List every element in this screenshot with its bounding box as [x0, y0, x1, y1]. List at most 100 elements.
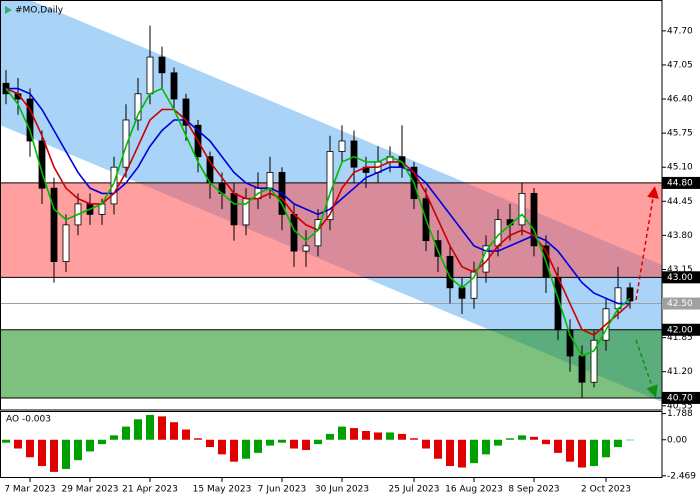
ao-bar: [446, 439, 454, 467]
ao-bar: [230, 439, 238, 462]
candle-body: [518, 193, 526, 226]
candle-body: [626, 287, 634, 302]
x-tick-label: 2 Oct 2023: [581, 485, 631, 495]
down-arrow: [635, 339, 658, 398]
candle-body: [170, 72, 178, 100]
ao-bar: [218, 439, 226, 455]
candle-body: [590, 339, 598, 383]
candle-body: [182, 98, 190, 126]
candle-body: [458, 287, 466, 299]
ao-bar: [602, 439, 610, 458]
ao-bar: [134, 419, 142, 440]
ao-bar: [2, 439, 10, 443]
candle-body: [50, 187, 58, 262]
ao-bar: [194, 438, 202, 440]
ao-bar: [50, 439, 58, 472]
ao-bar: [14, 439, 22, 449]
y-tick-label: 45.10: [667, 163, 693, 173]
candle-body: [338, 140, 346, 152]
candle-body: [350, 140, 358, 168]
x-tick-label: 29 Mar 2023: [61, 485, 118, 495]
level-label: 42.00: [667, 325, 693, 335]
candle-body: [302, 245, 310, 252]
up-arrow: [635, 186, 659, 301]
ao-bar: [266, 439, 274, 446]
level-box: [662, 176, 700, 189]
ao-bar: [338, 426, 346, 440]
chart-title: #MO,Daily: [15, 6, 64, 16]
y-tick-label: 45.75: [667, 129, 693, 139]
ao-frame: [0, 411, 663, 478]
level-box: [662, 323, 700, 336]
ao-bar: [626, 439, 634, 441]
level-box: [662, 271, 700, 284]
ao-bar: [110, 435, 118, 440]
ao-bar: [518, 435, 526, 440]
ao-bar: [374, 432, 382, 440]
candle-body: [614, 287, 622, 310]
ao-bar: [470, 439, 478, 464]
ao-bar: [494, 439, 502, 446]
y-tick-label: 41.85: [667, 333, 693, 343]
ao-bar: [254, 439, 262, 453]
level-label: 43.00: [667, 273, 693, 283]
ao-bar: [542, 439, 550, 445]
level-box: [662, 391, 700, 404]
x-tick-label: 25 Jul 2023: [389, 485, 440, 495]
ao-bar: [98, 439, 106, 445]
candle-body: [266, 172, 274, 189]
ao-bar: [278, 439, 286, 443]
y-tick-label: 41.20: [667, 367, 693, 377]
ao-bar: [74, 439, 82, 461]
ao-bar: [362, 430, 370, 440]
candle-body: [110, 166, 118, 205]
y-tick-label: 43.80: [667, 231, 693, 241]
ao-bar: [86, 439, 94, 452]
ao-bar: [26, 439, 34, 458]
ao-bar: [458, 439, 466, 468]
ao-bar: [290, 439, 298, 449]
candle-body: [134, 93, 142, 121]
y-tick-label: 43.15: [667, 265, 693, 275]
x-tick-label: 15 May 2023: [193, 485, 252, 495]
ao-bar: [314, 439, 322, 445]
x-tick-label: 21 Apr 2023: [122, 485, 178, 495]
candle-body: [434, 240, 442, 257]
candle-body: [122, 119, 130, 168]
level-box: [662, 297, 700, 310]
ao-bar: [38, 439, 46, 467]
ao-bar: [122, 426, 130, 440]
ao-bar: [182, 429, 190, 440]
moving-average: [5, 87, 631, 358]
y-tick-label: 47.70: [667, 26, 693, 36]
ao-bar: [302, 439, 310, 450]
ao-bar: [206, 439, 214, 448]
x-tick-label: 8 Sep 2023: [508, 485, 559, 495]
ao-bar: [482, 439, 490, 455]
ao-bar: [326, 433, 334, 440]
x-tick-label: 7 Mar 2023: [4, 485, 55, 495]
ao-bar: [410, 438, 418, 440]
x-tick-label: 16 Aug 2023: [445, 485, 503, 495]
y-tick-label: 0.00: [667, 435, 687, 445]
ao-title: AO -0.003: [6, 415, 51, 425]
symbol-icon: [5, 6, 12, 14]
ao-bar: [350, 428, 358, 440]
x-tick-label: 7 Jun 2023: [258, 485, 306, 495]
ao-bar: [158, 416, 166, 440]
ao-bar: [614, 439, 622, 448]
candle-body: [26, 98, 34, 142]
candle-body: [146, 56, 154, 95]
ao-bar: [146, 414, 154, 440]
ao-bar: [554, 439, 562, 453]
ao-bar: [566, 439, 574, 462]
ao-bar: [578, 439, 586, 468]
ao-bar: [170, 422, 178, 440]
y-tick-label: 1.788: [667, 409, 693, 419]
y-tick-label: 46.40: [667, 95, 693, 105]
ao-bar: [62, 439, 70, 469]
zone: [0, 329, 662, 398]
candle-body: [530, 193, 538, 247]
candle-body: [158, 56, 166, 74]
level-label: 44.80: [667, 178, 693, 188]
